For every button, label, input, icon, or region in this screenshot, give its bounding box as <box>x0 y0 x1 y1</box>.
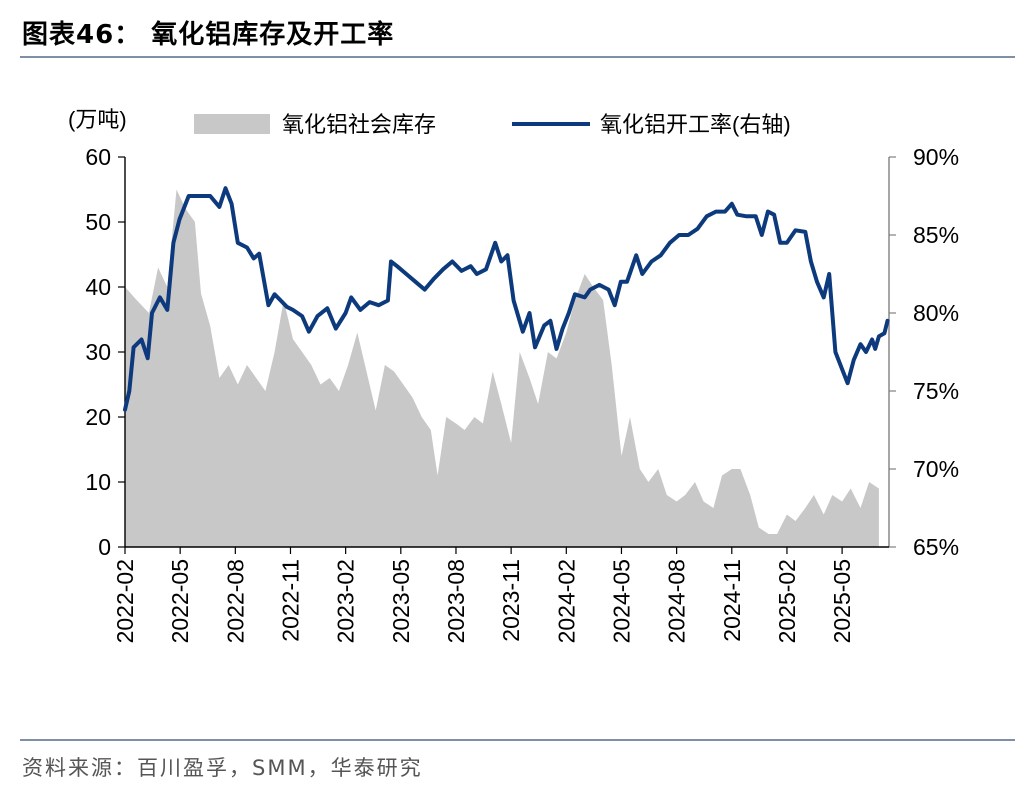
x-tick-label: 2022-08 <box>222 559 248 643</box>
left-tick-label: 40 <box>85 274 111 300</box>
left-tick-label: 60 <box>85 144 111 170</box>
x-tick-label: 2023-05 <box>388 559 414 643</box>
axes-layer: 0 10 20 30 40 50 60 65% 70% 75% 80% 85% 90% 2022-02 20… <box>68 107 959 643</box>
bottom-rule <box>20 739 1015 741</box>
figure-title: 图表46： 氧化铝库存及开工率 <box>22 20 395 50</box>
right-tick-label: 75% <box>913 378 959 404</box>
inventory-area <box>125 189 879 547</box>
right-tick-label: 80% <box>913 300 959 326</box>
x-tick-label: 2022-02 <box>112 559 138 643</box>
left-tick-label: 30 <box>85 339 111 365</box>
source-note: 资料来源：百川盈孚，SMM，华泰研究 <box>22 756 423 780</box>
x-tick-label: 2023-08 <box>443 559 469 643</box>
x-tick-label: 2023-11 <box>498 559 524 642</box>
left-tick-label: 10 <box>85 469 111 495</box>
legend-label-utilization: 氧化铝开工率(右轴) <box>600 112 791 137</box>
x-tick-label: 2024-02 <box>553 559 579 643</box>
utilization-line <box>123 186 890 412</box>
left-tick-label: 0 <box>98 534 111 560</box>
x-tick-label: 2025-05 <box>829 559 855 643</box>
top-rule <box>20 56 1015 58</box>
utilization-line-layer <box>123 186 890 412</box>
x-tick-label: 2022-05 <box>167 559 193 643</box>
x-tick-label: 2024-08 <box>664 559 690 643</box>
chart-area: 0 10 20 30 40 50 60 65% 70% 75% 80% 85% 90% 2022-02 20… <box>68 107 959 643</box>
right-tick-label: 65% <box>913 534 959 560</box>
inventory-area-layer <box>125 189 879 547</box>
left-tick-label: 20 <box>85 404 111 430</box>
legend-swatch-inventory <box>194 114 270 134</box>
legend-label-inventory: 氧化铝社会库存 <box>282 112 436 137</box>
left-tick-label: 50 <box>85 209 111 235</box>
x-tick-label: 2024-05 <box>608 559 634 643</box>
right-tick-label: 90% <box>913 144 959 170</box>
legend: 氧化铝社会库存 氧化铝开工率(右轴) <box>194 112 791 137</box>
x-tick-label: 2025-02 <box>774 559 800 643</box>
x-tick-label: 2024-11 <box>719 559 745 642</box>
right-tick-label: 70% <box>913 456 959 482</box>
left-axis-unit: (万吨) <box>68 107 127 132</box>
x-tick-label: 2022-11 <box>277 559 303 642</box>
x-tick-label: 2023-02 <box>333 559 359 643</box>
right-tick-label: 85% <box>913 222 959 248</box>
